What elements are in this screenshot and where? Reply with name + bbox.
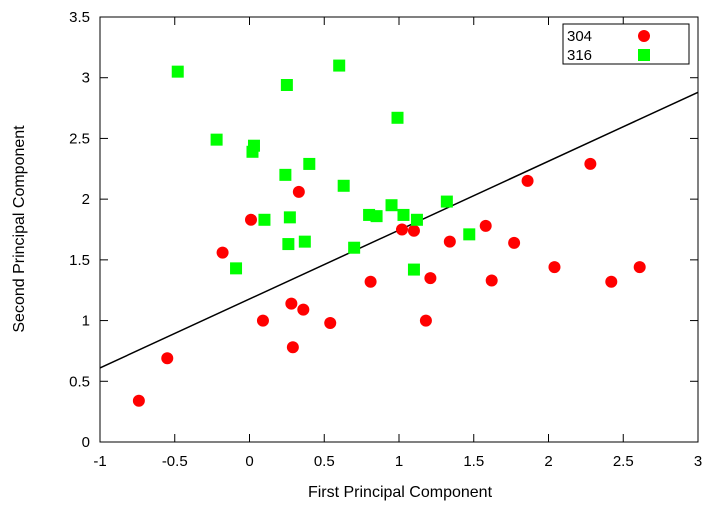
legend-label-316: 316 <box>567 47 592 64</box>
legend-label-304: 304 <box>567 28 592 45</box>
point-316 <box>440 195 453 208</box>
x-tick-label: 2.5 <box>613 453 634 470</box>
y-tick-label: 2 <box>82 191 90 208</box>
point-316 <box>391 111 404 124</box>
y-tick-label: 3 <box>82 70 90 87</box>
point-316 <box>463 228 476 241</box>
point-316 <box>246 145 259 158</box>
point-304 <box>161 352 174 365</box>
point-316 <box>348 241 361 254</box>
y-tick-label: 3.5 <box>69 9 90 26</box>
point-304 <box>584 157 597 170</box>
point-316 <box>370 210 383 223</box>
point-304 <box>324 317 337 329</box>
point-304 <box>424 272 437 285</box>
point-304 <box>297 303 310 316</box>
x-axis-label: First Principal Component <box>308 484 493 501</box>
point-316 <box>407 263 420 276</box>
point-304 <box>292 185 305 198</box>
point-304 <box>364 275 377 288</box>
axis-ticks: -1 -0.5 0 0.5 1 1.5 2 2.5 3 0 0.5 1 1.5 2 2.5 3 3.5 <box>69 9 702 470</box>
point-316 <box>333 59 346 72</box>
x-tick-label: 3 <box>694 453 702 470</box>
point-304 <box>244 213 257 226</box>
data-points <box>132 59 646 407</box>
point-304 <box>285 297 298 310</box>
point-316 <box>230 262 243 275</box>
point-316 <box>397 208 410 221</box>
point-316 <box>385 199 398 212</box>
point-304 <box>521 174 534 187</box>
point-304 <box>132 394 145 407</box>
y-axis-label: Second Principal Component <box>11 125 28 333</box>
x-tick-label: 1 <box>395 453 403 470</box>
y-tick-label: 0.5 <box>69 373 90 390</box>
y-tick-label: 2.5 <box>69 130 90 147</box>
legend-box <box>562 23 690 65</box>
point-316 <box>280 79 293 91</box>
point-316 <box>283 211 296 224</box>
point-316 <box>171 65 184 78</box>
y-tick-label: 1.5 <box>69 252 90 269</box>
point-316 <box>282 238 295 251</box>
legend-marker-316 <box>638 49 650 61</box>
legend-marker-304 <box>638 30 650 42</box>
point-316 <box>410 213 423 226</box>
y-tick-label: 1 <box>82 313 90 330</box>
point-304 <box>443 235 456 248</box>
point-316 <box>258 213 271 226</box>
point-304 <box>216 246 229 259</box>
point-304 <box>508 236 521 249</box>
point-316 <box>303 157 316 170</box>
point-304 <box>407 224 420 237</box>
point-304 <box>548 261 561 274</box>
x-tick-label: -0.5 <box>162 453 188 470</box>
y-tick-label: 0 <box>82 434 90 451</box>
point-304 <box>485 274 498 287</box>
x-tick-label: 0 <box>245 453 253 470</box>
point-316 <box>337 179 350 192</box>
point-304 <box>633 261 646 274</box>
point-304 <box>479 219 492 232</box>
point-304 <box>256 314 269 327</box>
point-304 <box>286 341 299 354</box>
x-tick-label: 0.5 <box>314 453 335 470</box>
point-316 <box>210 133 223 146</box>
x-tick-label: 2 <box>544 453 552 470</box>
point-316 <box>298 235 311 248</box>
point-304 <box>605 275 618 288</box>
point-304 <box>419 314 432 327</box>
x-tick-label: -1 <box>93 453 106 470</box>
point-316 <box>247 139 260 152</box>
x-tick-label: 1.5 <box>463 453 484 470</box>
point-304 <box>395 223 408 236</box>
point-316 <box>279 168 292 181</box>
